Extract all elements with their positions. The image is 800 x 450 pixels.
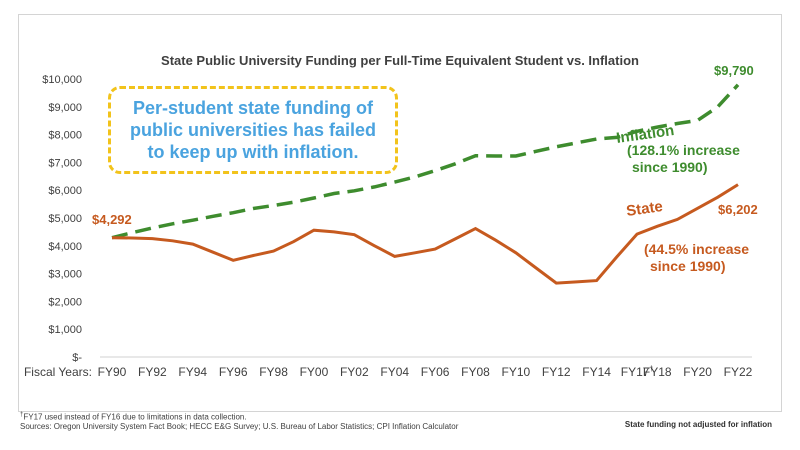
y-tick-label: $5,000	[48, 213, 82, 225]
x-tick-label: FY00	[300, 365, 329, 379]
footnote-sources: Sources: Oregon University System Fact B…	[20, 422, 459, 431]
chart-title: State Public University Funding per Full…	[161, 53, 639, 68]
x-tick-label: FY04	[380, 365, 409, 379]
series-line-state	[111, 183, 739, 285]
state-end-label: $6,202	[718, 202, 758, 217]
state-note-line-2: since 1990)	[650, 258, 726, 274]
x-tick-label: FY17†	[621, 365, 654, 379]
y-axis: $- $1,000 $2,000 $3,000 $4,000 $5,000 $6,000 $7…	[42, 74, 82, 364]
x-tick-label: FY08	[461, 365, 490, 379]
footnote-text: FY17 used instead of FY16 due to limitat…	[23, 412, 247, 422]
x-axis-prefix: Fiscal Years:	[24, 365, 92, 379]
inflation-note-line-1: (128.1% increase	[627, 142, 740, 158]
y-tick-label: $3,000	[48, 269, 82, 281]
y-tick-label: $8,000	[48, 130, 82, 142]
y-tick-label: $6,000	[48, 185, 82, 197]
x-tick-label: FY12	[542, 365, 571, 379]
callout-line-2: public universities has failed	[129, 120, 377, 140]
start-value-label: $4,292	[92, 212, 132, 227]
y-tick-label: $9,000	[48, 102, 82, 114]
callout-line-1: Per-student state funding of	[132, 98, 373, 118]
footnote-adjust: State funding not adjusted for inflation	[624, 420, 772, 429]
x-tick-label: FY90	[98, 365, 127, 379]
series-line-inflation	[111, 83, 740, 240]
y-tick-label: $10,000	[42, 74, 82, 86]
state-note-line-1: (44.5% increase	[644, 241, 749, 257]
x-tick-label: FY02	[340, 365, 369, 379]
x-tick-label: FY96	[219, 365, 248, 379]
inflation-end-label: $9,790	[714, 63, 754, 78]
y-tick-label: $1,000	[48, 324, 82, 336]
x-tick-label: FY94	[178, 365, 207, 379]
x-tick-label: FY18	[643, 365, 672, 379]
footnote-marker: †	[20, 412, 24, 418]
footnote-fy17: †FY17 used instead of FY16 due to limita…	[20, 412, 247, 422]
callout-line-3: to keep up with inflation.	[147, 142, 359, 162]
x-axis: FY90 FY92 FY94 FY96 FY98 FY00 FY02 FY04 FY06 FY08…	[98, 365, 753, 379]
y-tick-label: $7,000	[48, 157, 82, 169]
x-tick-label: FY10	[502, 365, 531, 379]
x-tick-label: FY06	[421, 365, 450, 379]
chart-frame	[18, 14, 782, 412]
x-tick-label: FY98	[259, 365, 288, 379]
x-tick-label: FY20	[683, 365, 712, 379]
callout-box: Per-student state funding of public univ…	[108, 86, 398, 174]
x-tick-label: FY14	[582, 365, 611, 379]
x-tick-label: FY22	[724, 365, 753, 379]
inflation-note-line-2: since 1990)	[632, 159, 708, 175]
y-tick-label: $-	[72, 352, 82, 364]
y-tick-label: $2,000	[48, 296, 82, 308]
state-series-label: State	[625, 198, 664, 220]
x-tick-label: FY92	[138, 365, 167, 379]
y-tick-label: $4,000	[48, 241, 82, 253]
